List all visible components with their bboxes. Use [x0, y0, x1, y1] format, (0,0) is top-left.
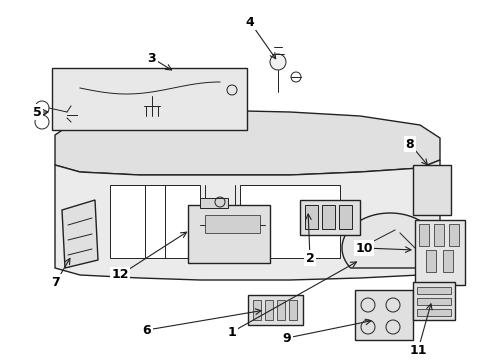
Text: 11: 11 — [408, 343, 426, 356]
Bar — [321, 205, 334, 229]
Text: 10: 10 — [354, 242, 372, 255]
Polygon shape — [62, 200, 98, 268]
Bar — [412, 282, 454, 320]
Polygon shape — [55, 110, 439, 175]
Bar — [416, 287, 450, 294]
Polygon shape — [341, 213, 437, 268]
Bar — [204, 215, 260, 233]
Bar — [433, 224, 443, 246]
Bar — [305, 205, 317, 229]
Bar — [264, 300, 272, 320]
Text: 2: 2 — [305, 252, 314, 265]
Bar — [299, 200, 359, 235]
Bar — [416, 298, 450, 305]
Text: 12: 12 — [111, 269, 128, 282]
Bar — [354, 290, 412, 340]
Text: 3: 3 — [147, 51, 156, 64]
Bar — [416, 309, 450, 316]
Polygon shape — [240, 185, 339, 258]
Text: 8: 8 — [405, 138, 413, 150]
Circle shape — [269, 54, 285, 70]
Bar — [252, 300, 261, 320]
Text: 5: 5 — [33, 105, 41, 118]
Text: 7: 7 — [52, 275, 60, 288]
Bar — [247, 295, 303, 325]
Polygon shape — [55, 160, 439, 280]
Circle shape — [226, 85, 237, 95]
Polygon shape — [110, 185, 200, 258]
Bar — [425, 250, 435, 272]
Bar — [200, 198, 227, 208]
Text: 1: 1 — [227, 325, 236, 338]
Bar — [448, 224, 458, 246]
Bar — [187, 205, 269, 263]
Bar — [338, 205, 351, 229]
Bar — [52, 68, 246, 130]
Bar — [412, 165, 450, 215]
Text: 9: 9 — [282, 332, 291, 345]
Bar — [418, 224, 428, 246]
Bar — [442, 250, 452, 272]
Bar — [414, 220, 464, 285]
Text: 6: 6 — [142, 324, 151, 337]
Bar — [288, 300, 296, 320]
Bar — [276, 300, 285, 320]
Text: 4: 4 — [245, 15, 254, 28]
